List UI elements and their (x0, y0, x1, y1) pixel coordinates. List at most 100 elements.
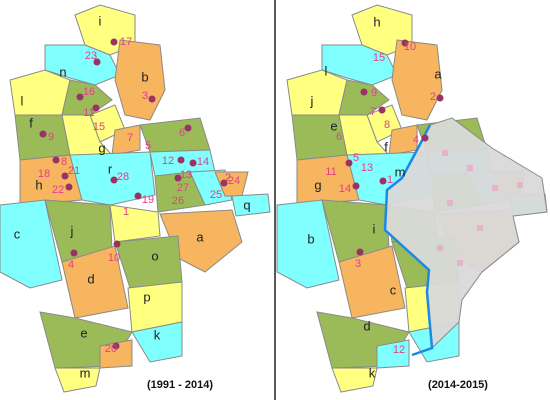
region-area (231, 193, 271, 217)
region-label: c (14, 226, 21, 241)
region-label: e (330, 118, 337, 133)
settlement-marker (477, 225, 483, 231)
city-dot (401, 39, 409, 47)
city-number: 13 (361, 162, 373, 174)
region-label: j (70, 223, 74, 238)
region-area (0, 199, 63, 289)
region-area (61, 79, 113, 116)
region-area (276, 199, 340, 289)
city-dot (70, 249, 78, 257)
city-number: 19 (142, 194, 154, 206)
region-label: i (373, 221, 376, 236)
city-number: 20 (105, 343, 117, 355)
city-dot (177, 156, 185, 164)
city-number: 9 (48, 131, 54, 143)
settlement-marker (457, 260, 463, 266)
region-area (338, 114, 391, 156)
region-area (338, 79, 390, 116)
city-dot (113, 240, 121, 248)
city-dot (421, 134, 429, 142)
region-label: g (98, 140, 105, 155)
city-number: 15 (93, 121, 105, 133)
region-area (131, 321, 183, 363)
city-number: 6 (179, 127, 185, 139)
city-number: 10 (404, 41, 416, 53)
region-label: o (151, 248, 158, 263)
region-area (338, 245, 406, 319)
region-area (114, 39, 166, 121)
region-label: n (59, 64, 66, 79)
region-label: p (143, 289, 150, 304)
city-number: 4 (413, 134, 419, 146)
region-area (391, 39, 443, 121)
region-area (286, 69, 348, 116)
region-label: i (99, 13, 102, 28)
settlement-marker (447, 200, 453, 206)
region-label: b (141, 69, 148, 84)
region-label: c (390, 282, 397, 297)
city-dot (110, 38, 118, 46)
city-dot (436, 94, 444, 102)
city-number: 27 (177, 182, 189, 194)
city-number: 2 (430, 91, 436, 103)
city-dot (378, 106, 386, 114)
city-dot (61, 172, 69, 180)
settlement-marker (517, 182, 523, 188)
city-number: 18 (38, 168, 50, 180)
city-dot (93, 58, 101, 66)
city-dot (148, 95, 156, 103)
region-area (14, 114, 71, 161)
city-number: 22 (52, 184, 64, 196)
city-number: 3 (355, 258, 361, 270)
city-number: 8 (61, 156, 67, 168)
city-number: 1 (387, 174, 393, 186)
city-dot (110, 176, 118, 184)
city-number: 7 (370, 106, 376, 118)
city-number: 16 (83, 86, 95, 98)
city-number: 28 (117, 171, 129, 183)
region-area (331, 367, 378, 393)
region-area (376, 339, 410, 369)
caption: (2014-2015) (428, 379, 488, 391)
city-dot (39, 130, 47, 138)
city-number: 5 (145, 140, 151, 152)
region-label: m (395, 164, 406, 179)
city-dot (189, 159, 197, 167)
region-area (111, 124, 141, 156)
region-label: e (80, 325, 87, 340)
region-label: k (154, 327, 161, 342)
settlement-marker (467, 165, 473, 171)
city-number: 14 (339, 183, 351, 195)
city-dot (345, 159, 353, 167)
city-number: 26 (172, 195, 184, 207)
region-label: d (363, 318, 370, 333)
city-number: 10 (108, 252, 120, 264)
city-number: 11 (325, 166, 336, 178)
region-label: j (310, 93, 314, 108)
city-number: 13 (180, 169, 192, 181)
city-dot (360, 88, 368, 96)
city-dot (76, 93, 84, 101)
city-number: 8 (384, 119, 390, 131)
region-area (61, 114, 114, 156)
region-area (54, 367, 101, 393)
settlement-marker (442, 150, 448, 156)
city-number: 14 (197, 156, 209, 168)
city-dot (356, 248, 364, 256)
region-label: l (21, 93, 24, 108)
city-number: 6 (336, 131, 342, 143)
region-area (109, 204, 161, 243)
caption: (1991 - 2014) (147, 379, 213, 391)
city-number: 4 (68, 259, 74, 271)
city-dot (52, 156, 60, 164)
region-label: h (35, 177, 42, 192)
city-number: 17 (120, 36, 132, 48)
city-dot (220, 179, 228, 187)
city-number: 1 (123, 206, 129, 218)
city-number: 15 (373, 52, 385, 64)
city-dot (352, 182, 360, 190)
region-label: h (373, 14, 380, 29)
